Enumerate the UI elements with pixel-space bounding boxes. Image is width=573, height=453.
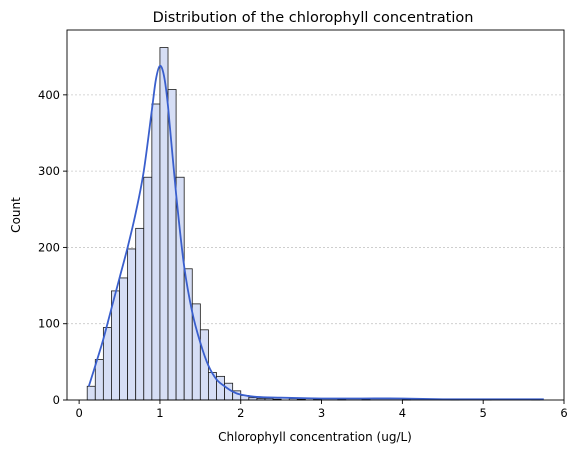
- x-tick-label-2: 2: [237, 406, 244, 420]
- y-axis-ticks: 0 100 200 300 400: [38, 88, 67, 407]
- y-tick-label-0: 0: [53, 393, 60, 407]
- histogram-bar-8: [151, 103, 161, 401]
- histogram-bar-4: [119, 277, 129, 401]
- histogram-bar-7: [143, 176, 153, 401]
- histogram-bar-0: [86, 385, 96, 401]
- x-tick-label-0: 0: [75, 406, 82, 420]
- x-axis-label: Chlorophyll concentration (ug/L): [218, 430, 412, 444]
- x-tick-label-3: 3: [318, 406, 325, 420]
- histogram-bars: [86, 47, 541, 401]
- x-tick-label-4: 4: [399, 406, 406, 420]
- y-tick-label-200: 200: [38, 240, 60, 254]
- kde-curve: [87, 64, 544, 401]
- chart-title: Distribution of the chlorophyll concentr…: [153, 10, 474, 26]
- x-tick-label-1: 1: [156, 406, 163, 420]
- plot-frame: [66, 29, 565, 401]
- histogram-bar-1: [94, 359, 104, 401]
- y-tick-label-300: 300: [38, 164, 60, 178]
- y-tick-label-100: 100: [38, 317, 60, 331]
- histogram-bar-10: [167, 89, 177, 401]
- x-axis-ticks: 0 1 2 3 4 5 6: [75, 400, 568, 420]
- gridlines: [67, 94, 564, 325]
- histogram-bar-6: [135, 227, 145, 401]
- y-tick-label-400: 400: [38, 88, 60, 102]
- histogram-bar-5: [127, 248, 137, 401]
- histogram-bar-2: [102, 327, 112, 401]
- y-axis-label: Count: [9, 197, 23, 233]
- x-tick-label-6: 6: [560, 406, 567, 420]
- x-tick-label-5: 5: [480, 406, 487, 420]
